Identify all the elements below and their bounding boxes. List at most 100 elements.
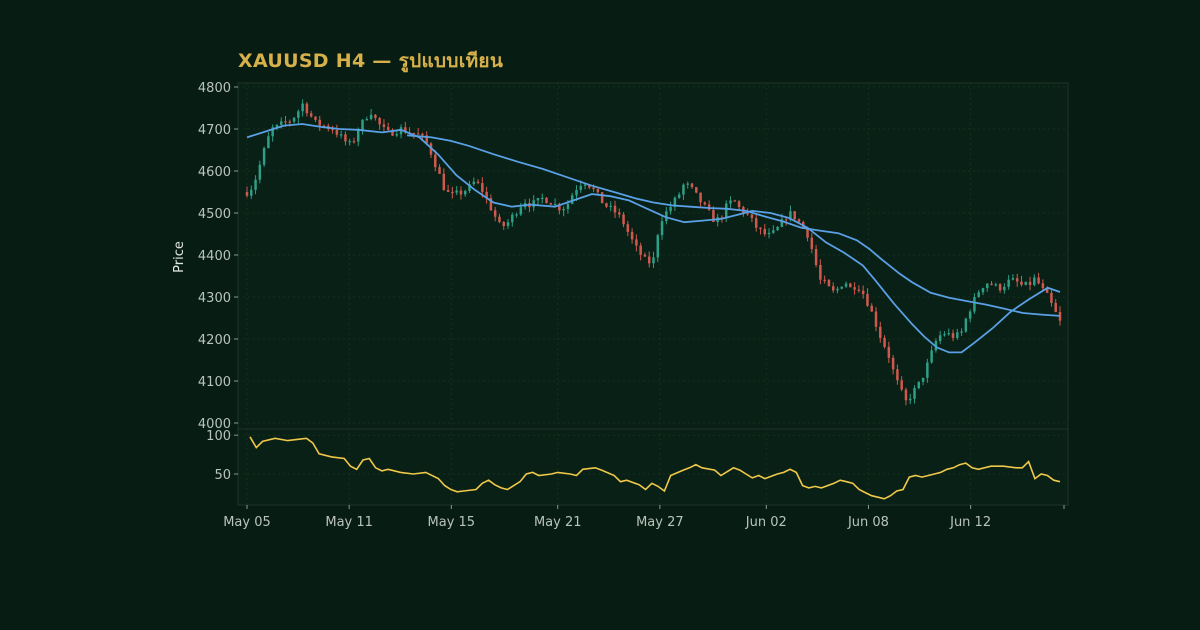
candle-body <box>579 185 583 190</box>
candle-body <box>964 318 968 332</box>
candle-body <box>724 203 728 219</box>
candle-body <box>322 125 326 127</box>
candle-body <box>733 200 737 202</box>
candle-body <box>853 287 856 290</box>
candle-body <box>344 134 347 142</box>
candle-body <box>660 221 664 236</box>
candle-body <box>515 214 518 216</box>
candle-body <box>476 181 480 184</box>
candle-body <box>434 154 437 168</box>
candle-body <box>618 212 621 215</box>
candle-body <box>314 116 317 120</box>
candle-body <box>519 207 523 215</box>
candle-body <box>643 254 647 257</box>
candle-body <box>703 202 707 205</box>
candle-body <box>908 398 912 401</box>
candle-body <box>540 197 544 200</box>
candle-body <box>695 187 698 193</box>
candle-body <box>472 181 476 185</box>
candle-body <box>258 164 262 180</box>
candle-body <box>913 388 916 399</box>
candle-body <box>262 148 266 165</box>
candle-body <box>750 214 754 219</box>
candle-body <box>849 283 852 288</box>
candle-body <box>536 198 540 201</box>
candle-body <box>250 189 253 196</box>
candle-body <box>309 113 313 117</box>
moving-average-line-1 <box>246 123 1061 354</box>
candle-body <box>665 211 668 222</box>
candle-body <box>493 210 497 217</box>
candle-body <box>673 197 677 207</box>
candle-body <box>279 121 283 125</box>
candle-body <box>425 135 428 144</box>
candle-body <box>986 283 989 289</box>
candle-body <box>1054 302 1057 312</box>
candle-body <box>609 205 612 208</box>
candle-body <box>712 209 715 222</box>
candle-body <box>990 283 993 285</box>
candle-body <box>570 195 574 204</box>
x-ticks: May 05 May 11 May 15 May 21 May 27 Jun 02 Jun … <box>223 505 1065 530</box>
y-tick-label: 4200 <box>198 333 231 348</box>
rsi-tick-label: 100 <box>206 429 231 444</box>
candle-body <box>754 218 758 228</box>
candle-body <box>956 332 959 338</box>
candle-body <box>622 214 625 225</box>
candle-body <box>600 192 604 204</box>
candle-body <box>900 380 903 390</box>
candle-body <box>1037 277 1040 284</box>
candle-body <box>391 129 394 136</box>
candle-body <box>759 227 762 230</box>
candle-body <box>836 288 839 291</box>
candle-body <box>613 205 617 213</box>
candle-body <box>318 119 321 126</box>
candle-body <box>879 326 882 338</box>
candle-body <box>1024 281 1028 285</box>
candle-body <box>596 188 600 193</box>
candle-body <box>1007 279 1010 287</box>
candle-body <box>412 132 416 135</box>
candle-body <box>973 297 976 312</box>
candle-body <box>1058 311 1062 321</box>
y-tick-label: 4300 <box>198 291 231 306</box>
candle-body <box>1003 286 1006 291</box>
candle-body <box>1015 278 1019 282</box>
x-tick-label: May 15 <box>428 515 476 530</box>
candle-body <box>245 192 249 196</box>
candle-body <box>404 127 407 133</box>
candle-body <box>635 239 638 246</box>
candle-body <box>511 214 514 223</box>
candle-body <box>553 203 557 206</box>
candle-body <box>288 121 292 123</box>
candle-body <box>656 235 660 258</box>
candle-body <box>639 245 642 255</box>
candle-body <box>532 200 535 208</box>
candles <box>245 99 1062 406</box>
candle-body <box>459 190 463 195</box>
candle-body <box>382 124 386 128</box>
candle-body <box>1028 281 1032 285</box>
rsi-tick-label: 50 <box>214 468 231 483</box>
candle-body <box>605 203 608 207</box>
chart-title: XAUUSD H4 — รูปแบบเทียน <box>238 50 504 72</box>
candle-body <box>746 213 749 215</box>
y-tick-label: 4800 <box>198 81 231 96</box>
x-tick-label: Jun 02 <box>745 515 787 530</box>
candle-body <box>780 219 784 227</box>
candle-body <box>896 369 899 381</box>
candle-body <box>438 167 441 174</box>
candle-body <box>1011 278 1015 280</box>
candle-body <box>275 124 279 128</box>
candle-body <box>938 335 942 342</box>
candle-body <box>378 117 381 125</box>
candle-body <box>960 331 963 333</box>
candle-body <box>883 337 886 347</box>
candle-body <box>729 200 732 204</box>
candle-body <box>887 346 891 358</box>
candle-body <box>1045 288 1049 293</box>
candle-body <box>699 192 702 203</box>
candle-body <box>968 311 972 319</box>
y-tick-label: 4700 <box>198 123 231 138</box>
candle-body <box>335 130 339 135</box>
